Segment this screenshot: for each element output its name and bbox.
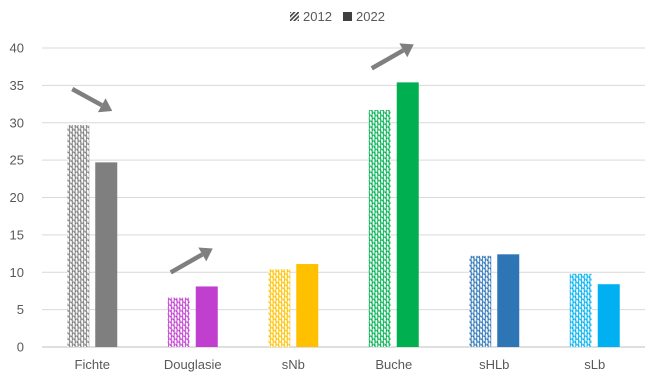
x-axis-ticks: Fichte Douglasie sNb Buche sHLb sLb bbox=[75, 357, 606, 372]
y-tick-label: 0 bbox=[17, 340, 24, 355]
y-tick-label: 15 bbox=[10, 227, 24, 242]
x-tick-label: Fichte bbox=[75, 357, 110, 372]
bars bbox=[67, 82, 620, 348]
bar-2022-sHLb bbox=[497, 254, 520, 347]
bar-2012-sLb bbox=[569, 273, 592, 347]
trend-arrow-down-icon bbox=[71, 87, 113, 113]
trend-arrow-up-icon bbox=[169, 247, 213, 275]
legend-swatch-2012 bbox=[290, 12, 299, 21]
bar-2012-sNb bbox=[268, 269, 291, 347]
bar-2022-Buche bbox=[396, 82, 419, 347]
bar-2022-sLb bbox=[597, 284, 620, 347]
bar-2012-sHLb bbox=[469, 255, 492, 347]
y-tick-label: 35 bbox=[10, 78, 24, 93]
y-tick-label: 30 bbox=[10, 115, 24, 130]
bar-2012-Buche bbox=[368, 110, 391, 347]
legend-swatch-2022 bbox=[343, 12, 352, 21]
legend-label-2022: 2022 bbox=[356, 9, 385, 24]
legend-label-2012: 2012 bbox=[303, 9, 332, 24]
y-tick-label: 5 bbox=[17, 302, 24, 317]
trend-arrows bbox=[71, 43, 414, 275]
bar-2022-Fichte bbox=[95, 162, 118, 347]
x-tick-label: sNb bbox=[282, 357, 305, 372]
y-tick-label: 25 bbox=[10, 153, 24, 168]
gridlines bbox=[42, 47, 645, 348]
bar-2022-Douglasie bbox=[195, 286, 218, 347]
bar-2022-sNb bbox=[296, 264, 319, 347]
bar-2012-Fichte bbox=[67, 124, 90, 348]
x-tick-label: sLb bbox=[584, 357, 605, 372]
trend-arrow-up-icon bbox=[370, 43, 414, 71]
y-tick-label: 10 bbox=[10, 265, 24, 280]
legend: 2012 2022 bbox=[290, 9, 385, 24]
y-axis-ticks: 0 5 10 15 20 25 30 35 40 bbox=[10, 41, 24, 355]
x-tick-label: sHLb bbox=[479, 357, 509, 372]
y-tick-label: 40 bbox=[10, 41, 24, 56]
x-tick-label: Buche bbox=[375, 357, 412, 372]
x-tick-label: Douglasie bbox=[164, 357, 222, 372]
bar-2012-Douglasie bbox=[167, 297, 190, 347]
y-tick-label: 20 bbox=[10, 190, 24, 205]
